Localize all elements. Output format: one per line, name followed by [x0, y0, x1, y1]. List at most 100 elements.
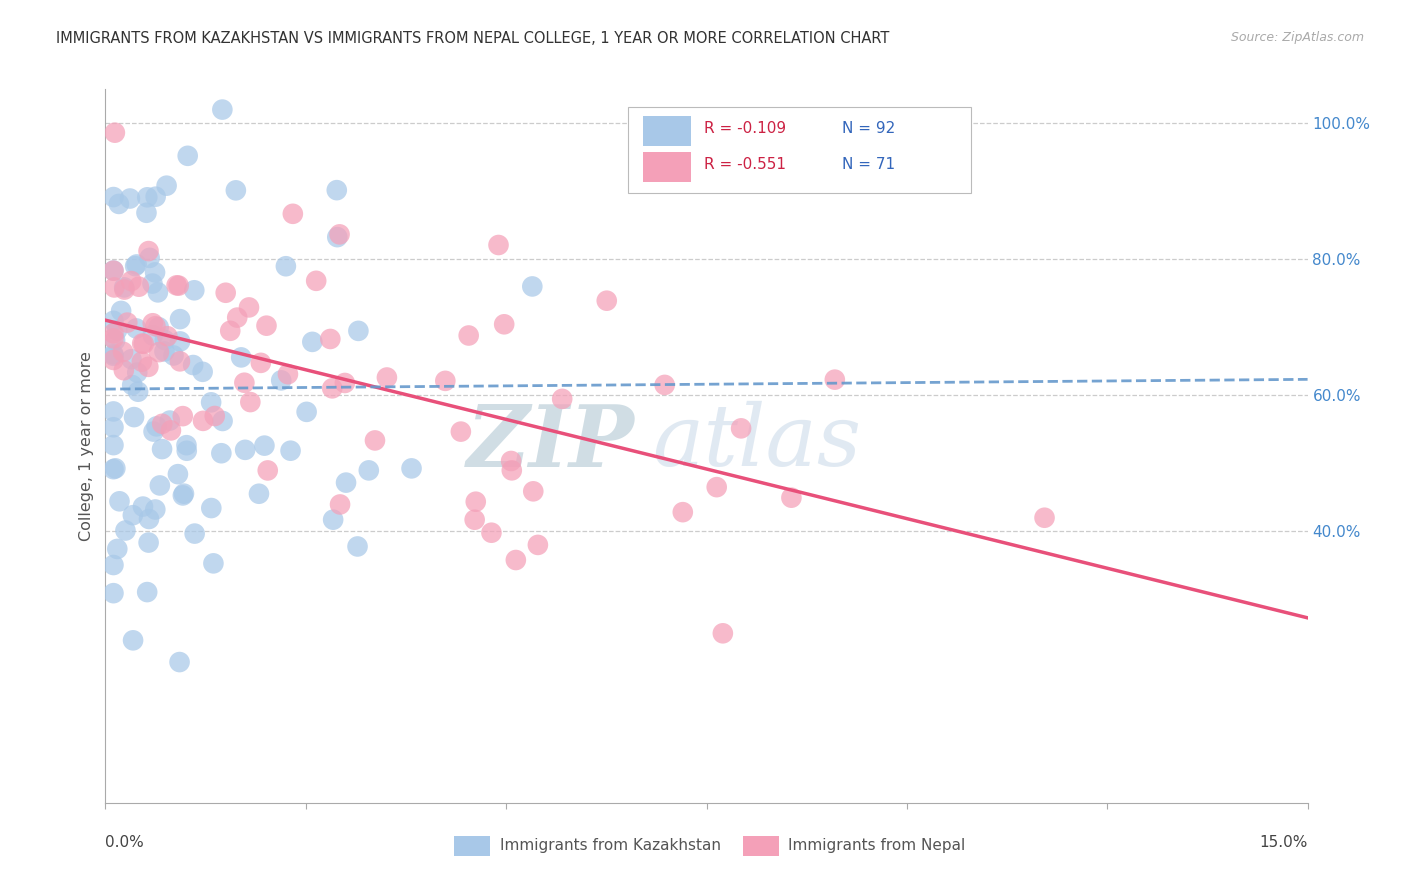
Point	[127, 366, 149, 380]
Bar	[742, 837, 779, 856]
Point	[450, 425, 472, 439]
Point	[160, 424, 183, 438]
Point	[131, 354, 153, 368]
Bar	[643, 152, 690, 182]
Point	[238, 301, 260, 315]
Point	[321, 381, 343, 395]
Point	[347, 324, 370, 338]
Point	[103, 420, 125, 434]
Point	[103, 314, 125, 328]
Point	[522, 279, 544, 293]
Point	[215, 285, 238, 300]
Text: ZIP: ZIP	[467, 401, 634, 484]
Point	[138, 251, 160, 265]
Point	[128, 279, 150, 293]
Point	[105, 323, 128, 337]
Point	[176, 438, 198, 452]
Point	[169, 655, 191, 669]
Point	[333, 376, 356, 390]
Point	[104, 334, 127, 348]
Point	[596, 293, 619, 308]
Point	[103, 190, 125, 204]
Point	[270, 373, 292, 387]
Point	[153, 344, 176, 359]
Point	[169, 312, 191, 326]
Point	[172, 488, 194, 502]
Point	[138, 359, 160, 374]
Point	[706, 480, 728, 494]
Point	[464, 513, 486, 527]
Point	[211, 103, 233, 117]
Point	[103, 331, 125, 345]
Point	[253, 439, 276, 453]
Point	[167, 467, 190, 482]
Point	[256, 318, 278, 333]
Point	[117, 316, 139, 330]
Point	[281, 207, 304, 221]
Point	[131, 336, 153, 351]
Point	[121, 508, 143, 523]
Point	[145, 189, 167, 203]
Point	[145, 419, 167, 434]
Point	[277, 367, 299, 381]
Point	[301, 334, 323, 349]
Point	[103, 404, 125, 418]
Text: atlas: atlas	[652, 401, 862, 483]
Point	[125, 257, 148, 271]
Point	[103, 280, 125, 294]
Point	[136, 190, 159, 204]
Bar	[643, 116, 690, 146]
Point	[357, 463, 380, 477]
Point	[122, 633, 145, 648]
Point	[494, 318, 516, 332]
Point	[173, 486, 195, 500]
Point	[319, 332, 342, 346]
Point	[141, 277, 163, 291]
Point	[114, 283, 136, 297]
Point	[250, 356, 273, 370]
Point	[142, 316, 165, 330]
Point	[335, 475, 357, 490]
Point	[233, 376, 256, 390]
Point	[169, 354, 191, 368]
Point	[191, 414, 214, 428]
Point	[183, 283, 205, 297]
Point	[112, 344, 135, 359]
Point	[127, 384, 149, 399]
Text: Immigrants from Kazakhstan: Immigrants from Kazakhstan	[499, 838, 721, 853]
Point	[457, 328, 479, 343]
Point	[103, 263, 125, 277]
Point	[110, 304, 132, 318]
Point	[136, 585, 159, 599]
Point	[329, 498, 352, 512]
Text: 0.0%: 0.0%	[105, 835, 145, 850]
Point	[169, 334, 191, 349]
Point	[132, 336, 155, 351]
Point	[103, 586, 125, 600]
Point	[247, 487, 270, 501]
Point	[103, 349, 125, 363]
Point	[505, 553, 527, 567]
Point	[103, 438, 125, 452]
Point	[149, 478, 172, 492]
Point	[103, 263, 125, 277]
Point	[108, 494, 131, 508]
Point	[488, 238, 510, 252]
Point	[120, 274, 142, 288]
Point	[226, 310, 249, 325]
Point	[153, 333, 176, 347]
Point	[401, 461, 423, 475]
Point	[148, 345, 170, 359]
Point	[231, 351, 253, 365]
Point	[103, 326, 125, 341]
Point	[824, 373, 846, 387]
Point	[280, 443, 302, 458]
Point	[103, 353, 125, 368]
Point	[256, 463, 278, 477]
Point	[322, 513, 344, 527]
Point	[114, 524, 136, 538]
Point	[654, 378, 676, 392]
Point	[780, 491, 803, 505]
Point	[191, 365, 214, 379]
Point	[143, 502, 166, 516]
